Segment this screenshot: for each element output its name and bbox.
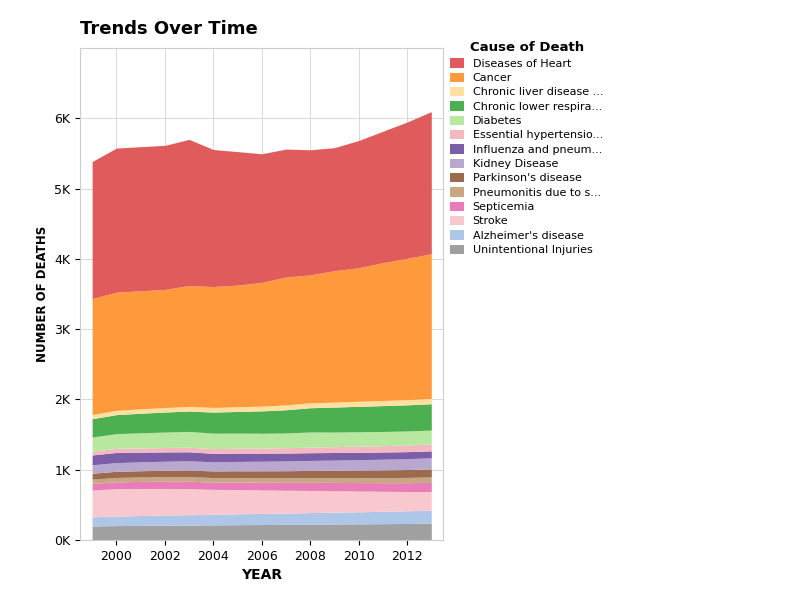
X-axis label: YEAR: YEAR <box>241 568 282 582</box>
Y-axis label: NUMBER OF DEATHS: NUMBER OF DEATHS <box>35 226 49 362</box>
Text: Trends Over Time: Trends Over Time <box>80 20 258 38</box>
Legend: Diseases of Heart, Cancer, Chronic liver disease ..., Chronic lower respira..., : Diseases of Heart, Cancer, Chronic liver… <box>447 38 606 259</box>
